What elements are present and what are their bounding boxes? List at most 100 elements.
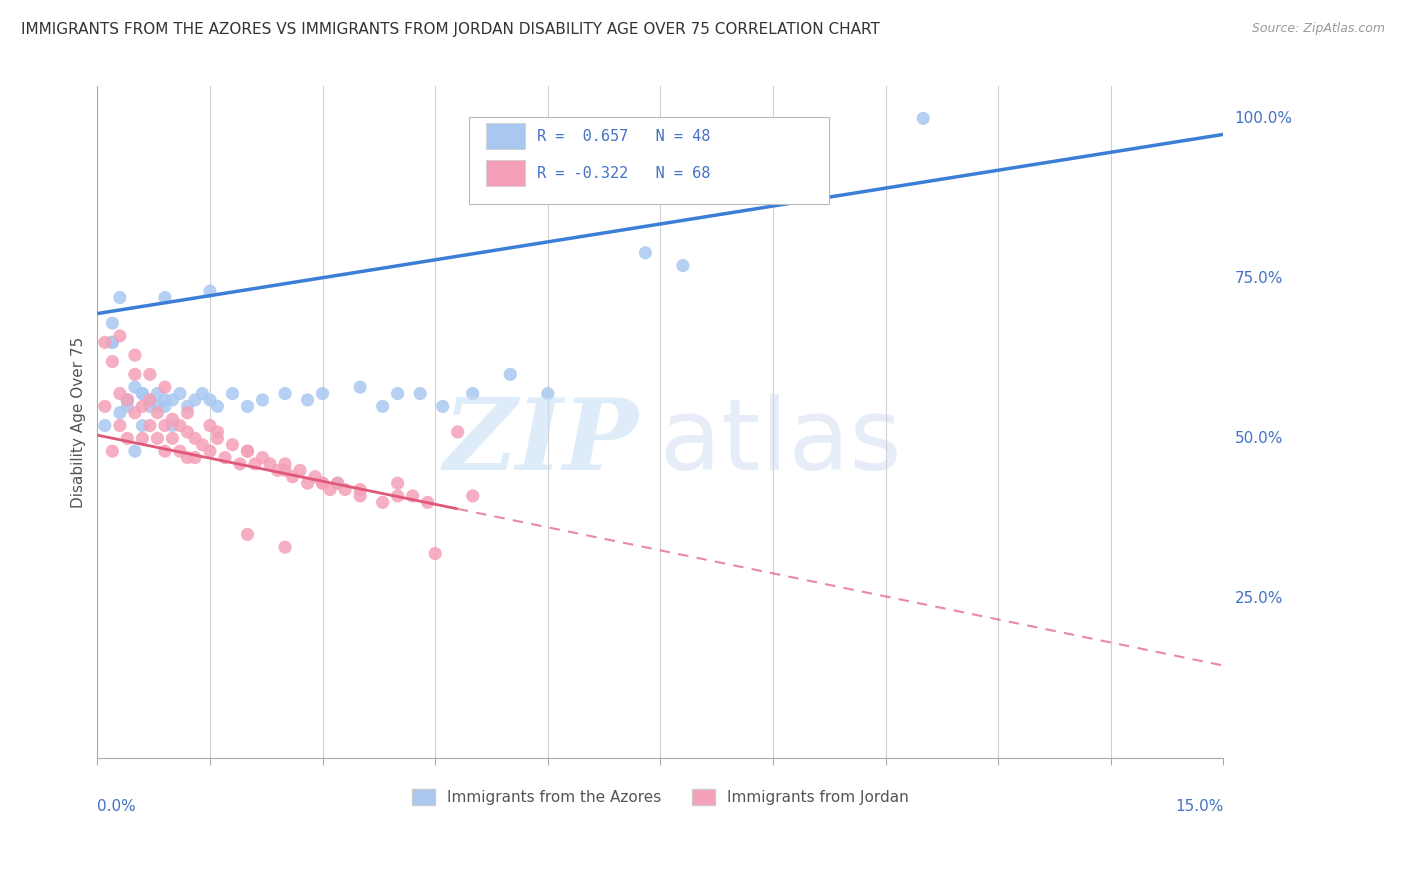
Point (146, 400, 169, 414)
Point (153, 418, 176, 433)
Point (311, 476, 333, 491)
Point (252, 450, 274, 465)
Point (236, 444, 259, 458)
Point (537, 386, 560, 401)
Point (176, 450, 198, 465)
Point (281, 469, 304, 483)
Point (425, 547, 447, 561)
Point (117, 392, 139, 407)
Point (153, 380, 176, 394)
Point (198, 444, 221, 458)
Point (117, 392, 139, 407)
Point (169, 444, 191, 458)
Point (108, 386, 131, 401)
Point (169, 386, 191, 401)
Point (221, 438, 243, 452)
Point (387, 489, 409, 503)
Point (371, 400, 394, 414)
Point (634, 245, 657, 260)
Point (124, 380, 146, 394)
Point (349, 489, 371, 503)
Point (101, 354, 124, 368)
Point (108, 418, 131, 433)
Point (319, 483, 342, 497)
Point (131, 431, 153, 445)
Point (288, 463, 311, 477)
Point (124, 348, 146, 362)
Point (191, 438, 214, 452)
Y-axis label: Disability Age Over 75: Disability Age Over 75 (72, 336, 86, 508)
Point (131, 386, 153, 401)
Point (101, 335, 124, 350)
Point (162, 412, 184, 426)
Point (108, 291, 131, 305)
Text: 100.0%: 100.0% (1234, 111, 1292, 126)
Point (184, 450, 207, 465)
Point (169, 418, 191, 433)
Point (184, 392, 207, 407)
Point (236, 444, 259, 458)
Point (266, 463, 288, 477)
Point (162, 392, 184, 407)
Text: atlas: atlas (661, 394, 903, 491)
Point (146, 431, 169, 445)
Point (108, 329, 131, 343)
Point (117, 392, 139, 407)
Point (672, 259, 695, 273)
Point (153, 291, 176, 305)
Point (387, 476, 409, 491)
Point (297, 476, 319, 491)
Point (274, 540, 297, 554)
Text: R = -0.322   N = 68: R = -0.322 N = 68 (537, 166, 710, 181)
Point (131, 386, 153, 401)
Point (499, 368, 522, 382)
Point (432, 400, 454, 414)
FancyBboxPatch shape (486, 123, 526, 149)
Point (274, 386, 297, 401)
Point (461, 489, 484, 503)
Point (94, 335, 117, 350)
Point (326, 476, 349, 491)
Point (198, 284, 221, 298)
Point (108, 406, 131, 420)
Point (297, 392, 319, 407)
Point (139, 392, 162, 407)
Point (139, 392, 162, 407)
Point (349, 380, 371, 394)
Point (252, 392, 274, 407)
Point (387, 386, 409, 401)
Point (333, 483, 356, 497)
Point (146, 386, 169, 401)
Point (229, 457, 252, 471)
Point (214, 450, 236, 465)
Text: 0.0%: 0.0% (97, 798, 136, 814)
Point (191, 386, 214, 401)
Point (153, 444, 176, 458)
Point (124, 368, 146, 382)
Point (912, 112, 935, 126)
Point (311, 476, 333, 491)
Point (176, 406, 198, 420)
Point (162, 431, 184, 445)
Point (117, 431, 139, 445)
Point (461, 386, 484, 401)
Point (349, 483, 371, 497)
Point (176, 425, 198, 439)
Point (198, 418, 221, 433)
Point (131, 400, 153, 414)
Point (94, 418, 117, 433)
Point (236, 527, 259, 541)
Point (402, 489, 425, 503)
Point (259, 457, 281, 471)
Point (146, 406, 169, 420)
Point (184, 431, 207, 445)
Point (243, 457, 266, 471)
Point (176, 400, 198, 414)
Point (371, 495, 394, 509)
Point (101, 316, 124, 330)
Point (207, 425, 229, 439)
Point (101, 444, 124, 458)
Text: 50.0%: 50.0% (1234, 431, 1282, 446)
Point (416, 495, 439, 509)
Point (311, 386, 333, 401)
